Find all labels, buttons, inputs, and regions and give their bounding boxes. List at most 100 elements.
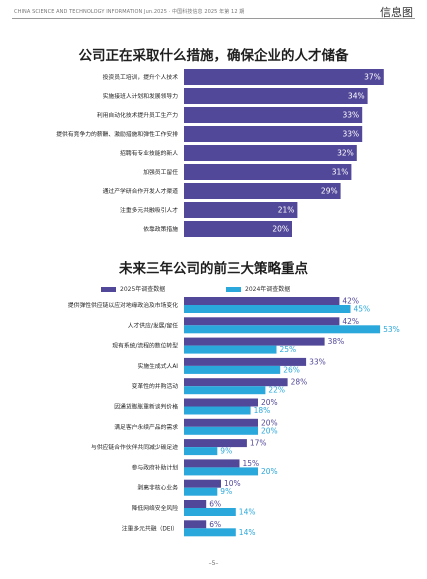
chart2-value-label-2024: 25% — [280, 345, 297, 354]
chart1-value-label: 31% — [332, 168, 349, 177]
chart2-bar-2025 — [184, 317, 340, 326]
chart2-value-label-2024: 18% — [254, 406, 271, 415]
chart2-category-label: 因通货膨胀重新谈判价格 — [114, 403, 178, 411]
chart2-bar-2024 — [184, 325, 381, 334]
chart1-bar — [184, 69, 384, 85]
chart2-bar-2025 — [184, 439, 247, 448]
chart1-value-label: 29% — [321, 187, 338, 196]
legend-item-2025: 2025年调查数据 — [101, 284, 165, 293]
chart2-value-label-2025: 17% — [250, 439, 267, 448]
chart2-value-label-2025: 38% — [328, 337, 345, 346]
legend-label-2024: 2024年调查数据 — [245, 286, 291, 293]
chart1-bar — [184, 183, 341, 199]
header-divider — [12, 18, 415, 19]
chart1-category-label: 通过产学研合作开发人才渠道 — [103, 187, 179, 195]
chart2-category-label: 人才供应/发展/留任 — [128, 321, 178, 329]
chart1-value-label: 21% — [278, 206, 295, 215]
chart1-value-label: 33% — [343, 111, 360, 120]
chart2-value-label-2024: 45% — [354, 305, 371, 314]
chart2-value-label-2025: 20% — [261, 398, 278, 407]
chart2-category-label: 与供应链合作伙伴共同减少碳足迹 — [91, 443, 178, 451]
chart1-bar — [184, 221, 292, 237]
chart1-bar — [184, 145, 357, 161]
chart1-value-label: 37% — [364, 73, 381, 82]
chart2-value-label-2025: 42% — [342, 297, 359, 306]
chart2-bar-2024 — [184, 305, 351, 313]
chart2-bar-2025 — [184, 520, 207, 529]
chart1-value-label: 33% — [343, 130, 360, 139]
chart1-value-label: 32% — [337, 149, 354, 158]
chart1-bar — [184, 107, 363, 123]
chart2-bar-2024 — [184, 426, 258, 435]
chart2-category-label: 现有系统/流程的数位转型 — [112, 342, 178, 350]
chart2-category-label: 降低网络安全风险 — [132, 504, 179, 512]
chart2-value-label-2024: 20% — [261, 426, 278, 435]
chart2-bar-2025 — [184, 418, 258, 427]
chart1-category-label: 实施接班人计划和发展领导力 — [103, 92, 179, 100]
chart2-value-label-2024: 26% — [283, 365, 300, 374]
chart2-bar-2025 — [184, 297, 340, 305]
legend-swatch-2024 — [226, 287, 241, 292]
chart2-bar-2025 — [184, 479, 221, 488]
chart2-category-label: 参与政府补助计划 — [132, 463, 179, 471]
journal-header-text: CHINA SCIENCE AND TECHNOLOGY INFORMATION… — [14, 9, 245, 15]
chart1-bar — [184, 126, 363, 142]
legend-label-2025: 2025年调查数据 — [120, 286, 166, 293]
chart1-value-label: 20% — [272, 225, 289, 234]
chart2-value-label-2024: 53% — [383, 325, 400, 334]
chart2-bar-2024 — [184, 345, 277, 354]
chart2-value-label-2024: 20% — [261, 467, 278, 476]
chart2-category-label: 提供弹性供应链以应对地缘政治及市场变化 — [68, 301, 178, 309]
chart2-category-label: 注重多元共融（DEI） — [122, 524, 178, 532]
chart1-bar — [184, 202, 298, 218]
chart2-category-label: 变革性的并购活动 — [132, 382, 179, 390]
chart2-value-label-2024: 9% — [220, 447, 232, 456]
chart2-value-label-2025: 42% — [342, 317, 359, 326]
page-number: –5– — [208, 560, 219, 567]
chart2-value-label-2024: 14% — [239, 528, 256, 537]
chart2-category-label: 剥离非核心业务 — [137, 484, 178, 492]
chart1-category-label: 依靠政策措施 — [143, 225, 178, 233]
legend-item-2024: 2024年调查数据 — [226, 284, 290, 293]
chart2-title: 未来三年公司的前三大策略重点 — [119, 261, 308, 277]
chart1-category-label: 投资员工培训，提升个人技术 — [103, 73, 179, 81]
chart2-category-label: 满足客户永续产品的需求 — [114, 423, 178, 431]
chart2-bar-2024 — [184, 487, 218, 496]
chart2-bar-2024 — [184, 447, 218, 456]
chart2-bar-2025 — [184, 459, 240, 468]
chart2-bar-2025 — [184, 357, 307, 366]
chart2-value-label-2024: 9% — [220, 487, 232, 496]
chart2-value-label-2025: 6% — [209, 520, 221, 529]
chart2-bar-2024 — [184, 508, 236, 516]
chart2-value-label-2025: 6% — [209, 500, 221, 509]
chart2-bar-2024 — [184, 386, 266, 395]
section-label: 信息图 — [380, 6, 413, 19]
chart1-category-label: 利用自动化技术提升员工生产力 — [97, 111, 178, 119]
chart2-bar-2024 — [184, 528, 236, 537]
chart1-value-label: 34% — [348, 92, 365, 101]
chart2-value-label-2025: 33% — [309, 357, 326, 366]
chart2-bar-2025 — [184, 500, 207, 508]
chart2-bar-2024 — [184, 365, 281, 374]
chart2-bar-2025 — [184, 378, 288, 387]
chart2-legend: 2025年调查数据 2024年调查数据 — [0, 284, 427, 294]
page-header: CHINA SCIENCE AND TECHNOLOGY INFORMATION… — [0, 0, 427, 22]
chart2-value-label-2024: 22% — [268, 386, 285, 395]
legend-swatch-2025 — [101, 287, 116, 292]
chart1-category-label: 加强员工留任 — [143, 168, 178, 176]
chart2-value-label-2025: 15% — [243, 459, 260, 468]
chart1-category-label: 招聘有专业技能的新人 — [120, 149, 178, 157]
chart2-bar-2024 — [184, 467, 258, 476]
chart1-category-label: 提供有竞争力的薪酬、激励措施和弹性工作安排 — [56, 130, 178, 138]
chart2-value-label-2025: 20% — [261, 418, 278, 427]
chart2-category-label: 实施生成式人AI — [138, 362, 179, 370]
chart1-title: 公司正在采取什么措施，确保企业的人才储备 — [78, 48, 349, 64]
chart2-value-label-2025: 28% — [291, 378, 308, 387]
chart1-category-label: 注重多元共融吸引人才 — [120, 206, 178, 214]
chart2-bar-2025 — [184, 398, 258, 407]
chart2-value-label-2025: 10% — [224, 479, 241, 488]
chart1-bar — [184, 88, 368, 104]
chart2-bar-2025 — [184, 337, 325, 346]
chart2-value-label-2024: 14% — [239, 508, 256, 517]
